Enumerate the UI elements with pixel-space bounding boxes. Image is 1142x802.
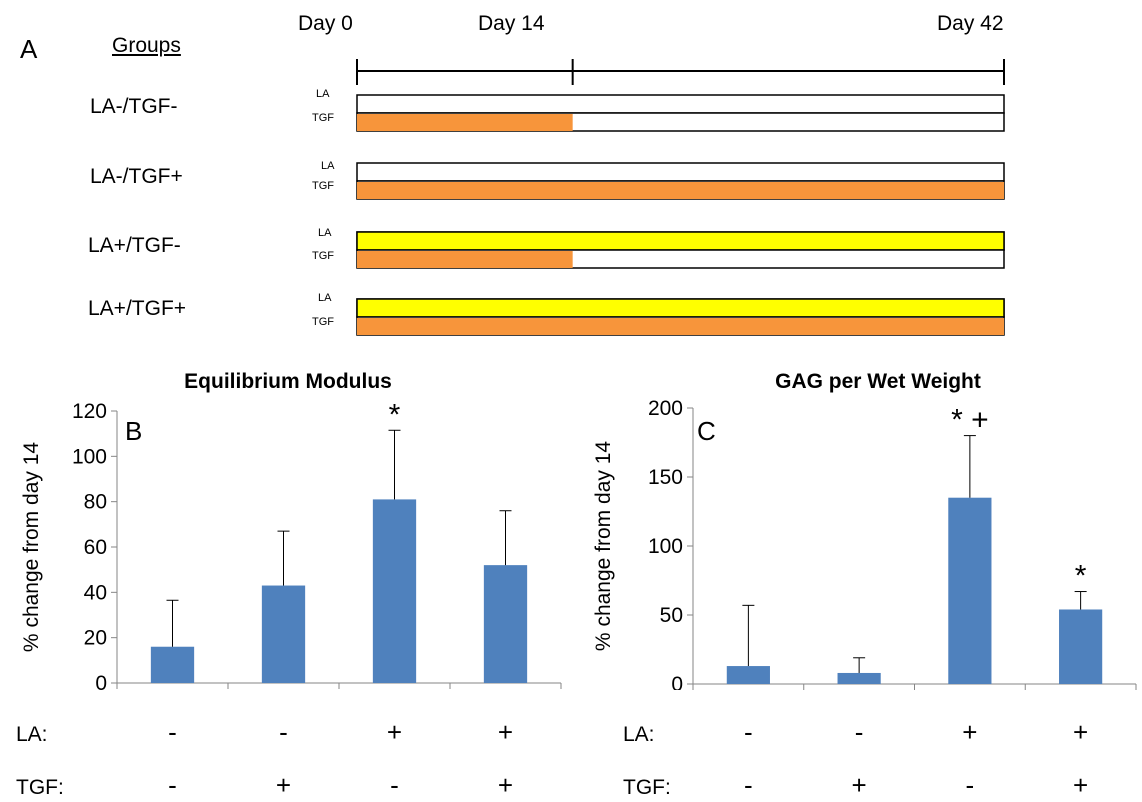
y-axis-label: % change from day 14 xyxy=(592,441,615,651)
treatment-timeline xyxy=(356,59,1005,336)
la-row-label: LA xyxy=(321,160,335,172)
factor-sign: - xyxy=(168,770,177,800)
factor-sign: - xyxy=(966,770,975,800)
bar xyxy=(150,646,195,683)
factor-sign: + xyxy=(1073,770,1088,800)
y-tick-label: 150 xyxy=(648,466,683,489)
significance-marker: * xyxy=(1075,560,1087,593)
factor-sign: - xyxy=(279,717,288,747)
factor-sign: - xyxy=(390,770,399,800)
y-tick-label: 0 xyxy=(671,673,683,690)
bar xyxy=(261,585,306,683)
group-label: LA+/TGF+ xyxy=(88,297,187,320)
y-tick-label: 100 xyxy=(648,535,683,558)
tgf-row-label: TGF xyxy=(312,316,334,328)
la-row-label: LA xyxy=(318,292,332,304)
tgf-row-label: TGF xyxy=(312,250,334,262)
group-label: LA-/TGF+ xyxy=(90,165,183,188)
factor-sign: - xyxy=(744,770,753,800)
factor-sign: + xyxy=(276,770,291,800)
significance-marker: * + xyxy=(951,404,989,437)
gag-per-wet-weight-chart: GAG per Wet Weight C % change from day 14 0… xyxy=(592,370,1137,690)
factor-sign: + xyxy=(852,770,867,800)
la-track xyxy=(356,162,1005,182)
bar xyxy=(372,499,417,683)
tgf-factor-label: TGF: xyxy=(16,776,64,799)
significance-marker: * xyxy=(389,398,401,431)
day-14-label: Day 14 xyxy=(478,12,545,35)
la-factor-label: LA: xyxy=(16,723,48,746)
bar xyxy=(483,565,528,683)
day-42-label: Day 42 xyxy=(937,12,1004,35)
bar xyxy=(948,497,992,684)
y-tick-label: 100 xyxy=(72,445,107,468)
group-label: LA-/TGF- xyxy=(90,95,178,118)
bar xyxy=(726,666,770,684)
y-tick-label: 20 xyxy=(84,627,107,650)
panel-letter: B xyxy=(125,416,142,446)
bar xyxy=(837,672,881,684)
la-track xyxy=(356,94,1005,114)
day-0-label: Day 0 xyxy=(298,12,353,35)
panel-a-letter: A xyxy=(20,34,38,64)
y-tick-label: 50 xyxy=(660,604,683,627)
tgf-treatment-bar xyxy=(357,114,573,131)
bar xyxy=(1059,609,1103,684)
tgf-row-label: TGF xyxy=(312,112,334,124)
y-tick-label: 40 xyxy=(84,581,107,604)
tgf-row-label: TGF xyxy=(312,180,334,192)
factor-sign: + xyxy=(498,717,513,747)
la-row-label: LA xyxy=(318,227,332,239)
panel-letter: C xyxy=(697,416,716,446)
y-tick-label: 0 xyxy=(95,672,107,690)
group-label: LA+/TGF- xyxy=(88,234,181,257)
y-tick-label: 120 xyxy=(72,400,107,423)
factor-sign: + xyxy=(498,770,513,800)
y-axis-label: % change from day 14 xyxy=(20,442,43,652)
tgf-factor-label: TGF: xyxy=(623,776,671,799)
factor-sign: + xyxy=(1073,717,1088,747)
la-treatment-bar xyxy=(356,298,1005,318)
factor-signs: - - + + - + - + - - + + - + - + xyxy=(168,717,1088,800)
factor-sign: + xyxy=(387,717,402,747)
tgf-treatment-bar xyxy=(357,251,573,268)
factor-sign: - xyxy=(168,717,177,747)
la-factor-label: LA: xyxy=(623,723,655,746)
factor-sign: + xyxy=(962,717,977,747)
chart-title: Equilibrium Modulus xyxy=(184,370,392,393)
y-tick-label: 80 xyxy=(84,491,107,514)
la-treatment-bar xyxy=(356,231,1005,251)
tgf-treatment-bar xyxy=(357,318,1004,335)
tgf-treatment-bar xyxy=(357,182,1004,199)
groups-heading: Groups xyxy=(112,34,181,57)
y-tick-label: 60 xyxy=(84,536,107,559)
y-tick-label: 200 xyxy=(648,397,683,420)
la-row-label: LA xyxy=(316,88,330,100)
chart-title: GAG per Wet Weight xyxy=(775,370,981,393)
equilibrium-modulus-chart: Equilibrium Modulus B % change from day 14… xyxy=(20,370,562,690)
factor-sign: - xyxy=(855,717,864,747)
factor-sign: - xyxy=(744,717,753,747)
